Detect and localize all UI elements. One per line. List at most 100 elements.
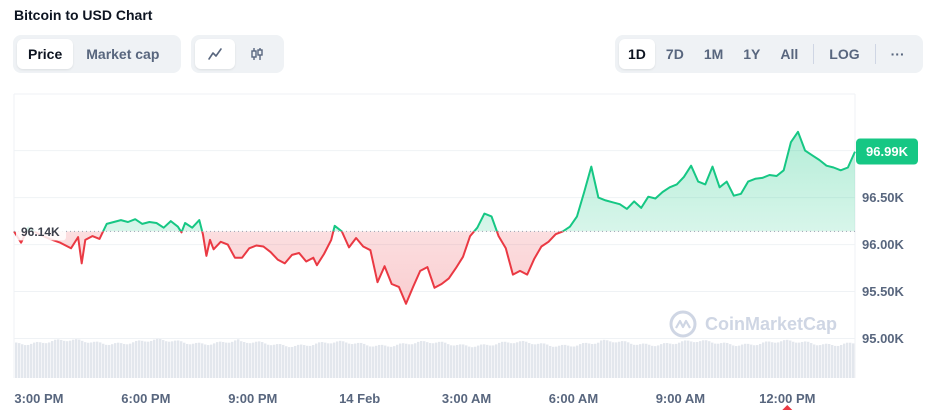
volume-bar <box>426 342 429 378</box>
line-chart-button[interactable] <box>195 39 235 69</box>
volume-bar <box>552 346 555 378</box>
volume-bar <box>738 345 741 378</box>
volume-bar <box>129 343 132 378</box>
volume-bar <box>654 346 657 378</box>
volume-bar <box>243 341 246 378</box>
volume-bar <box>486 344 489 378</box>
volume-bar <box>333 342 336 378</box>
volume-bar <box>468 346 471 378</box>
volume-bar <box>825 343 828 378</box>
volume-bar <box>819 345 822 378</box>
market-cap-tab[interactable]: Market cap <box>86 46 160 62</box>
x-axis: 3:00 PM 6:00 PM 9:00 PM 14 Feb 3:00 AM 6:00 A… <box>14 391 815 410</box>
volume-bar <box>780 341 783 378</box>
volume-bar <box>696 342 699 378</box>
volume-bar <box>36 341 39 378</box>
volume-bar <box>741 344 744 378</box>
volume-bar <box>27 344 30 378</box>
volume-bar <box>756 345 759 378</box>
coinmarketcap-watermark: CoinMarketCap <box>669 310 837 338</box>
volume-bar <box>135 340 138 378</box>
volume-bar <box>693 342 696 378</box>
volume-bar <box>852 343 855 378</box>
range-1m-tab[interactable]: 1M <box>703 46 724 62</box>
x-tick-label: 9:00 AM <box>656 391 705 406</box>
volume-bar <box>357 342 360 378</box>
volume-bar <box>252 342 255 378</box>
volume-bar <box>312 345 315 378</box>
price-tab[interactable]: Price <box>17 39 74 69</box>
volume-bar <box>729 344 732 378</box>
volume-bar <box>147 341 150 378</box>
price-line-down <box>13 231 565 305</box>
volume-bar <box>117 342 120 378</box>
volume-bar <box>768 341 771 378</box>
range-all-tab[interactable]: All <box>780 46 799 62</box>
volume-bar <box>156 338 159 378</box>
volume-bar <box>15 342 18 378</box>
volume-bar <box>840 344 843 378</box>
range-1d-tab[interactable]: 1D <box>619 39 655 69</box>
volume-bar <box>432 343 435 378</box>
x-tick-label: 3:00 PM <box>14 391 63 406</box>
volume-bar <box>630 343 633 378</box>
time-range-toggle: 1D 7D 1M 1Y All LOG ··· <box>615 35 923 73</box>
volume-bar <box>420 341 423 378</box>
range-1y-tab[interactable]: 1Y <box>743 46 761 62</box>
volume-bar <box>723 342 726 378</box>
volume-bar <box>774 342 777 378</box>
volume-bar <box>735 346 738 378</box>
more-options-button[interactable]: ··· <box>890 46 905 62</box>
volume-bar <box>267 344 270 378</box>
x-tick-label: 9:00 PM <box>228 391 277 406</box>
candlestick-button[interactable] <box>237 39 277 69</box>
volume-bar <box>78 339 81 378</box>
current-price-badge <box>856 138 918 165</box>
volume-bar <box>549 345 552 378</box>
volume-bar <box>216 342 219 378</box>
volume-bar <box>198 342 201 378</box>
volume-bar <box>210 344 213 378</box>
volume-bar <box>528 343 531 378</box>
price-chart[interactable]: CoinMarketCap 95.00K 95.50K 96.00K 96.50K 3… <box>0 92 933 410</box>
volume-bar <box>801 341 804 378</box>
log-scale-button[interactable]: LOG <box>829 46 860 62</box>
volume-bar <box>726 342 729 378</box>
volume-bar <box>177 340 180 378</box>
volume-bar <box>261 342 264 378</box>
volume-bar <box>519 341 522 378</box>
price-line-up <box>13 130 856 232</box>
volume-bar <box>666 343 669 378</box>
volume-bar <box>408 344 411 378</box>
volume-bar <box>153 339 156 378</box>
volume-bar <box>306 345 309 378</box>
volume-bar <box>213 343 216 378</box>
volume-bar <box>33 342 36 378</box>
volume-bar <box>765 341 768 378</box>
volume-bar <box>645 343 648 378</box>
volume-bar <box>219 341 222 378</box>
volume-bar <box>69 340 72 378</box>
volume-bar <box>231 341 234 378</box>
volume-bar <box>264 343 267 378</box>
volume-bar <box>438 341 441 378</box>
volume-bar <box>141 340 144 378</box>
volume-bar <box>375 345 378 378</box>
range-7d-tab[interactable]: 7D <box>665 46 684 62</box>
volume-bar <box>39 342 42 378</box>
volume-bar <box>759 343 762 378</box>
volume-bar <box>201 343 204 378</box>
volume-bar <box>18 343 21 378</box>
volume-bar <box>702 340 705 378</box>
volume-bar <box>159 339 162 378</box>
volume-bar <box>627 342 630 378</box>
price-chart-svg[interactable]: CoinMarketCap 95.00K 95.50K 96.00K 96.50K 3… <box>0 92 933 410</box>
volume-bar <box>669 343 672 378</box>
volume-bar <box>336 341 339 378</box>
volume-bar <box>204 344 207 378</box>
volume-bar <box>546 344 549 378</box>
volume-bar <box>45 343 48 378</box>
volume-bar <box>567 345 570 378</box>
volume-bar <box>690 341 693 378</box>
volume-bar <box>783 340 786 378</box>
